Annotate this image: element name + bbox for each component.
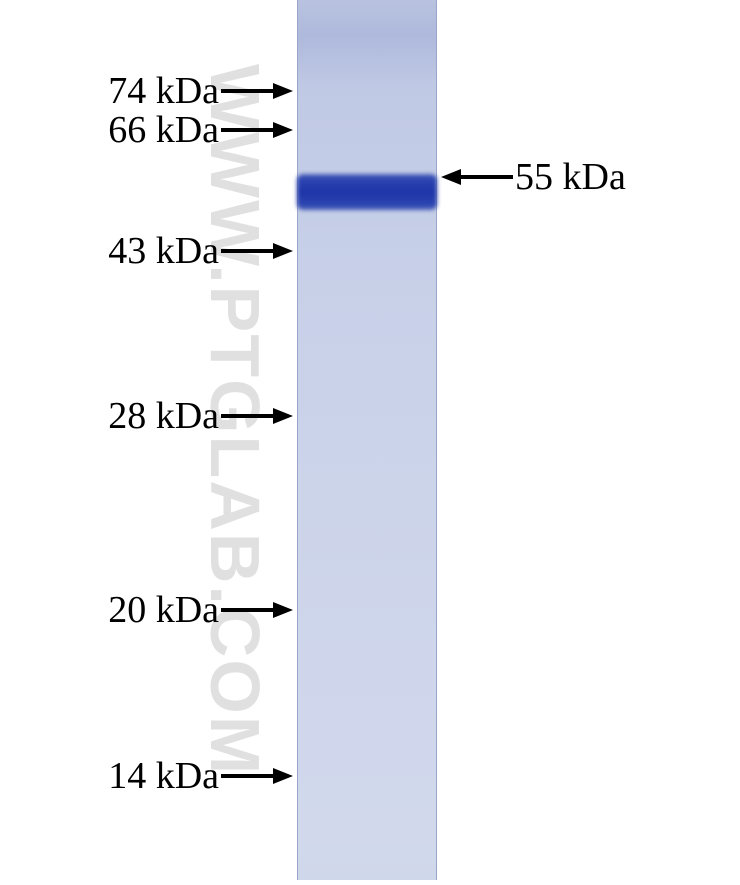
arrow-right-icon [221, 83, 293, 99]
marker-label: 55 kDa [515, 158, 626, 196]
arrow-right-icon [221, 243, 293, 259]
marker-28kda: 28 kDa [108, 397, 293, 435]
arrow-left-icon [441, 169, 513, 185]
marker-66kda: 66 kDa [108, 111, 293, 149]
marker-43kda: 43 kDa [108, 232, 293, 270]
marker-20kda: 20 kDa [108, 591, 293, 629]
marker-label: 20 kDa [108, 591, 219, 629]
gel-figure: WWW.PTGLAB.COM 74 kDa 66 kDa 43 kDa 28 k… [0, 0, 740, 885]
marker-55kda: 55 kDa [441, 158, 626, 196]
gel-lane-background [297, 0, 437, 880]
arrow-right-icon [221, 602, 293, 618]
marker-label: 66 kDa [108, 111, 219, 149]
marker-label: 28 kDa [108, 397, 219, 435]
arrow-right-icon [221, 408, 293, 424]
arrow-right-icon [221, 768, 293, 784]
arrow-right-icon [221, 122, 293, 138]
marker-label: 14 kDa [108, 757, 219, 795]
marker-74kda: 74 kDa [108, 72, 293, 110]
marker-14kda: 14 kDa [108, 757, 293, 795]
protein-band [297, 174, 437, 210]
marker-label: 74 kDa [108, 72, 219, 110]
gel-lane [297, 0, 437, 880]
marker-label: 43 kDa [108, 232, 219, 270]
